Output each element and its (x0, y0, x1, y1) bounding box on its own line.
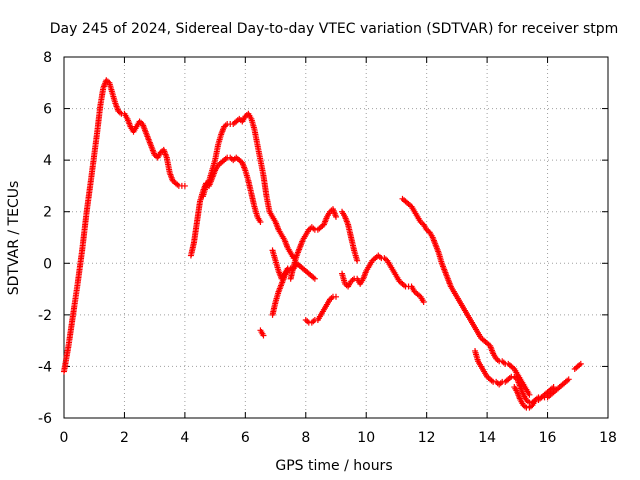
x-tick-label: 18 (599, 430, 617, 446)
series-seg14 (571, 360, 584, 373)
series-seg10 (339, 252, 427, 305)
data-point (565, 376, 572, 383)
data-point (577, 360, 584, 367)
series-seg7 (287, 206, 339, 282)
series-seg8 (302, 293, 339, 326)
chart-title: Day 245 of 2024, Sidereal Day-to-day VTE… (50, 21, 619, 37)
data-point (333, 293, 339, 300)
y-tick-label: 4 (43, 153, 52, 169)
data-point (526, 391, 533, 398)
x-axis-label: GPS time / hours (275, 458, 392, 474)
x-tick-label: 2 (120, 430, 129, 446)
y-tick-label: -2 (38, 308, 52, 324)
x-tick-label: 12 (418, 430, 436, 446)
x-tick-label: 16 (539, 430, 557, 446)
x-tick-label: 8 (301, 430, 310, 446)
y-tick-label: 6 (43, 102, 52, 118)
series-seg1 (61, 77, 188, 375)
x-tick-label: 0 (60, 430, 69, 446)
data-point (257, 219, 264, 226)
y-tick-label: -4 (38, 359, 52, 375)
y-tick-label: -6 (38, 411, 52, 427)
axes: 0 2 4 6 8 10 12 14 16 18 -6 -4 -2 0 2 4 6 8 (38, 50, 617, 446)
series-seg13 (511, 376, 572, 411)
y-tick-label: 8 (43, 50, 52, 66)
series-seg4 (257, 327, 267, 339)
data-point (550, 384, 557, 391)
series-seg3 (200, 110, 297, 262)
series-seg11 (399, 195, 533, 398)
data-point (354, 257, 361, 264)
y-tick-label: 2 (43, 205, 52, 221)
x-tick-label: 6 (241, 430, 250, 446)
x-tick-label: 4 (180, 430, 189, 446)
y-axis-label: SDTVAR / TECUs (6, 181, 22, 296)
data-points (61, 77, 584, 411)
data-point (311, 275, 318, 282)
x-tick-label: 14 (478, 430, 496, 446)
data-point (181, 182, 188, 189)
x-tick-label: 10 (357, 430, 375, 446)
data-point (420, 298, 427, 305)
series-seg9 (339, 208, 361, 264)
data-point (260, 332, 267, 339)
y-tick-label: 0 (43, 256, 52, 272)
plot-border (63, 56, 609, 419)
data-point (333, 213, 339, 220)
